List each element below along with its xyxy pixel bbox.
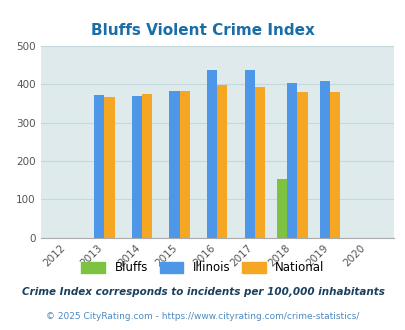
Legend: Bluffs, Illinois, National: Bluffs, Illinois, National (77, 257, 328, 279)
Text: Crime Index corresponds to incidents per 100,000 inhabitants: Crime Index corresponds to incidents per… (21, 287, 384, 297)
Bar (142, 94, 152, 238)
Bar (179, 91, 189, 238)
Bar (94, 95, 104, 238)
Bar (277, 179, 287, 238)
Bar (254, 87, 264, 238)
Bar (244, 70, 254, 238)
Bar (319, 82, 329, 238)
Bar (104, 97, 114, 238)
Bar (217, 85, 227, 238)
Text: © 2025 CityRating.com - https://www.cityrating.com/crime-statistics/: © 2025 CityRating.com - https://www.city… (46, 312, 359, 321)
Bar (297, 92, 307, 238)
Bar (169, 91, 179, 238)
Bar (132, 96, 142, 238)
Text: Bluffs Violent Crime Index: Bluffs Violent Crime Index (91, 23, 314, 38)
Bar (207, 70, 217, 238)
Bar (329, 92, 339, 238)
Bar (287, 82, 297, 238)
